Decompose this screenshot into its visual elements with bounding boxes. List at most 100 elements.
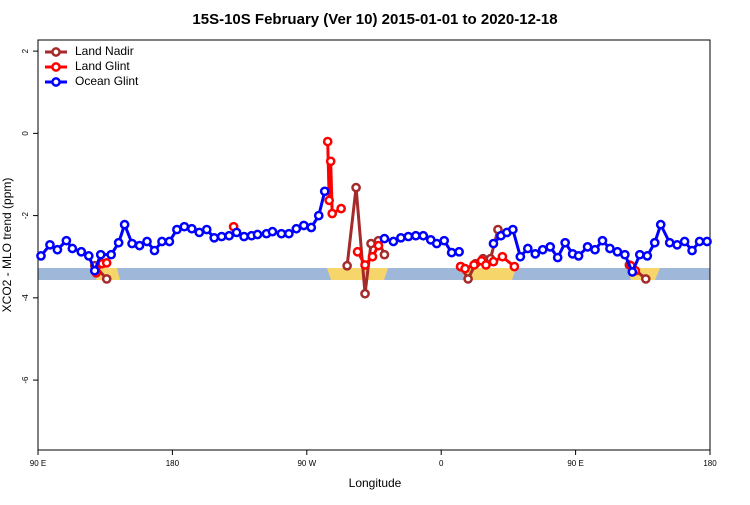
point <box>481 260 491 270</box>
point <box>582 242 593 252</box>
point <box>620 249 630 260</box>
x-tick-label: 180 <box>166 459 180 468</box>
point <box>106 249 117 260</box>
point <box>36 251 46 261</box>
point <box>627 267 638 277</box>
point <box>373 240 384 251</box>
legend-label: Land Nadir <box>75 44 134 58</box>
point <box>157 236 167 247</box>
point <box>379 249 390 260</box>
point <box>194 227 205 238</box>
point <box>127 238 137 249</box>
point <box>179 221 190 232</box>
point <box>119 219 130 230</box>
point <box>149 245 160 256</box>
point <box>352 246 363 257</box>
point <box>573 251 584 261</box>
point <box>224 230 234 241</box>
point <box>672 239 682 250</box>
point <box>360 288 370 299</box>
point <box>396 232 406 243</box>
point <box>403 231 414 242</box>
point <box>327 208 338 219</box>
point <box>612 246 623 257</box>
point <box>545 242 556 252</box>
land-band <box>327 268 388 280</box>
point <box>252 229 263 240</box>
point <box>360 260 370 270</box>
y-axis-title: XCO2 - MLO trend (ppm) <box>0 178 14 313</box>
x-tick-label: 180 <box>703 459 717 468</box>
y-tick-label: -2 <box>21 211 30 219</box>
point <box>388 236 399 247</box>
point <box>508 224 518 235</box>
point <box>431 238 442 249</box>
point <box>45 239 55 250</box>
point <box>276 228 287 239</box>
point <box>469 260 479 270</box>
point <box>649 237 660 248</box>
land-band <box>461 268 516 280</box>
point <box>497 251 508 262</box>
point <box>76 246 87 257</box>
y-tick-label: -4 <box>21 294 30 302</box>
point <box>694 236 705 247</box>
point <box>640 274 651 284</box>
x-tick-label: 90 E <box>567 459 583 468</box>
point <box>530 248 541 259</box>
chart-title: 15S-10S February (Ver 10) 2015-01-01 to … <box>192 11 557 28</box>
point <box>702 236 712 247</box>
point <box>67 243 78 254</box>
point <box>605 243 615 254</box>
point <box>463 274 473 284</box>
point <box>306 222 317 233</box>
point <box>351 182 361 193</box>
legend-label: Ocean Glint <box>75 74 139 88</box>
y-tick-label: 2 <box>21 48 30 53</box>
point <box>325 156 336 167</box>
point <box>322 136 333 147</box>
x-axis-title: Longitude <box>349 476 402 490</box>
point <box>142 236 152 247</box>
point <box>291 223 302 234</box>
point <box>101 274 112 284</box>
point <box>239 231 249 242</box>
point <box>61 235 72 246</box>
point <box>597 235 608 246</box>
legend-marker <box>51 47 61 57</box>
y-tick-label: 0 <box>21 131 30 136</box>
point <box>687 245 697 256</box>
point <box>231 227 242 238</box>
point <box>113 237 124 248</box>
point <box>52 244 63 255</box>
point <box>366 238 376 249</box>
point <box>460 263 470 274</box>
point <box>537 244 548 255</box>
point <box>379 233 390 244</box>
point <box>367 251 378 262</box>
land-band <box>96 268 120 280</box>
x-tick-label: 90 W <box>297 459 316 468</box>
point <box>560 237 570 248</box>
point <box>509 261 520 272</box>
point <box>679 236 690 247</box>
legend-label: Land Glint <box>75 59 130 73</box>
point <box>642 251 653 261</box>
point <box>488 256 499 267</box>
point <box>164 236 175 247</box>
legend-marker <box>51 77 61 87</box>
point <box>209 232 220 243</box>
point <box>172 224 182 235</box>
point <box>134 240 145 251</box>
point <box>446 247 457 258</box>
point <box>590 244 600 255</box>
point <box>488 238 499 249</box>
legend-marker <box>51 62 61 72</box>
point <box>83 251 94 261</box>
point <box>89 265 100 276</box>
surface-band <box>38 268 710 280</box>
point <box>515 251 526 262</box>
point <box>313 210 324 221</box>
